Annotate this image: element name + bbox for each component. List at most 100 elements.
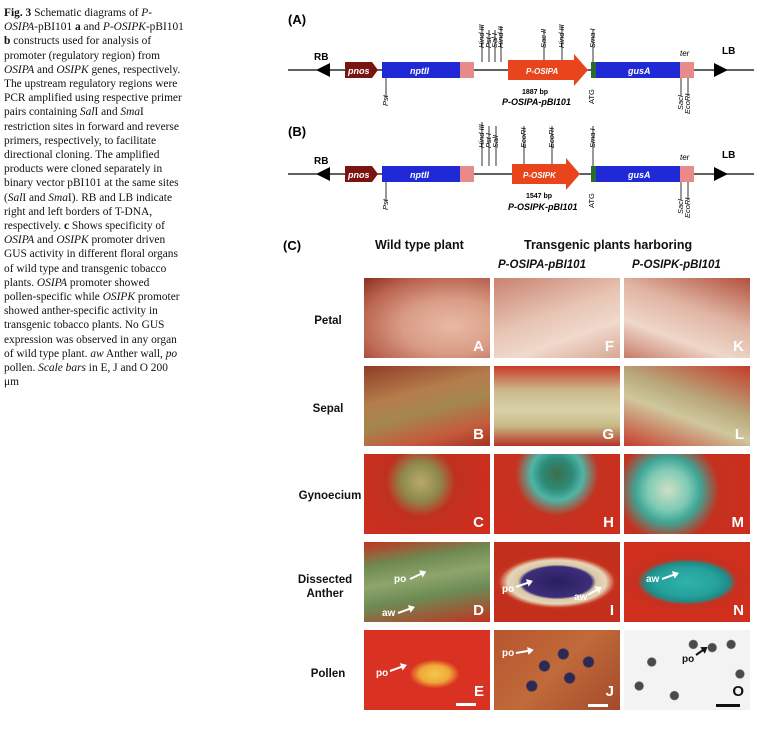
rb-label: RB xyxy=(314,52,328,63)
photo-pollen-osipk: po O xyxy=(624,630,750,710)
caption-italic: OSIPK xyxy=(102,291,135,304)
scale-bar xyxy=(456,703,476,706)
caption-bold: c xyxy=(63,220,70,233)
column-header-osipk: P-OSIPK-pBI101 xyxy=(632,259,721,271)
aw-arrow xyxy=(397,606,414,614)
scale-bar xyxy=(716,704,740,707)
caption-italic: OSIPA xyxy=(4,234,35,247)
caption-text: Shows specificity of xyxy=(69,220,165,233)
pnos-block xyxy=(345,62,378,78)
photo-letter: O xyxy=(732,683,744,700)
po-arrow xyxy=(409,571,425,580)
photo-letter: L xyxy=(734,426,744,443)
lb-label: LB xyxy=(722,150,735,161)
row-label-sepal: Sepal xyxy=(312,403,344,415)
site-label: Hind III xyxy=(557,24,566,48)
photo-anther-osipa: po aw I xyxy=(494,542,620,622)
atg-marker xyxy=(591,62,596,78)
ter-label: ter xyxy=(680,49,690,58)
atg-marker xyxy=(591,166,596,182)
caption-italic: OSIPA xyxy=(4,63,35,76)
caption-text: and xyxy=(34,234,57,247)
po-arrow xyxy=(695,647,707,656)
caption-italic: Sma xyxy=(48,191,68,204)
caption-italic: aw xyxy=(90,347,104,360)
caption-italic: Sal xyxy=(7,191,23,204)
restriction-sites-top: Hind III Pst I Sal I Hind II Sac II Hind… xyxy=(477,24,597,62)
lb-border-marker xyxy=(714,167,728,181)
row-label-gynoecium: Gynoecium xyxy=(298,490,362,502)
caption-text: promoter driven GUS activity in differen… xyxy=(4,234,178,289)
ter-block xyxy=(680,62,694,78)
caption-text: I and xyxy=(94,106,121,119)
row-label-pollen: Pollen xyxy=(310,668,346,680)
site-label: Pst I xyxy=(484,133,493,148)
po-annotation: po xyxy=(502,648,515,659)
transgenic-header: Transgenic plants harboring xyxy=(524,238,693,252)
site-label: Hind III xyxy=(477,24,486,48)
caption-text: I restriction sites in forward and rever… xyxy=(4,106,179,204)
photo-gynoecium-osipa: H xyxy=(494,454,620,534)
site-label: EcoRI xyxy=(547,128,556,148)
photo-letter: C xyxy=(473,514,484,531)
gus-label: gusA xyxy=(627,66,651,76)
rb-label: RB xyxy=(314,156,328,167)
photo-letter: B xyxy=(473,426,484,443)
site-label: SalI xyxy=(491,135,500,148)
promoter-label: P-OSIPK xyxy=(523,171,557,180)
panel-b-label: (B) xyxy=(288,124,306,139)
site-label: Sal I xyxy=(490,33,499,48)
photo-sepal-wild: B xyxy=(364,366,490,446)
po-arrow xyxy=(389,664,406,672)
caption-text: in E, J and O 200 μm xyxy=(4,362,168,389)
caption-italic: OSIPK xyxy=(56,63,89,76)
aw-arrow xyxy=(587,587,601,596)
photo-letter: E xyxy=(473,683,484,700)
caption-text: Schematic diagrams of xyxy=(31,7,142,19)
promoter-arrow xyxy=(512,158,580,190)
po-annotation: po xyxy=(394,574,407,585)
panel-c-label: (C) xyxy=(283,238,302,253)
nptii-terminator xyxy=(460,166,474,182)
po-annotation: po xyxy=(502,584,515,595)
column-header-osipa: P-OSIPA-pBI101 xyxy=(498,259,586,271)
row-label-dissected-anther: Dissected Anther xyxy=(297,574,353,600)
eco-label: EcoRI xyxy=(683,94,692,114)
nptii-block xyxy=(382,62,460,78)
site-label: Sma I xyxy=(588,128,597,148)
aw-annotation: aw xyxy=(574,592,588,603)
caption-text: pollen. xyxy=(4,362,39,375)
panel-a-label: (A) xyxy=(288,12,306,27)
promoter-size: 1887 bp xyxy=(522,89,548,96)
photo-petal-osipa: F xyxy=(494,278,620,358)
photo-letter: M xyxy=(731,514,745,531)
caption-text: -pBI101 xyxy=(34,21,75,34)
site-label: EcoRI xyxy=(519,128,528,148)
promoter-size: 1547 bp xyxy=(526,193,552,200)
photo-letter: D xyxy=(473,602,484,619)
caption-italic: po xyxy=(165,347,178,360)
restriction-sites-top: Hind III Pst I SalI EcoRI EcoRI Sma I xyxy=(477,122,597,166)
caption-text: and xyxy=(80,21,103,34)
lb-label: LB xyxy=(722,46,735,57)
aw-annotation: aw xyxy=(646,574,660,585)
po-annotation: po xyxy=(376,668,389,679)
lb-border-marker xyxy=(714,63,728,77)
wild-type-header: Wild type plant xyxy=(375,238,464,252)
promoter-arrow xyxy=(508,54,588,86)
caption-text: I and xyxy=(22,191,49,204)
scale-bar xyxy=(588,704,608,707)
gus-block xyxy=(596,62,680,78)
photo-petal-wild: A xyxy=(364,278,490,358)
photo-petal-osipk: K xyxy=(624,278,750,358)
photo-letter: N xyxy=(733,602,744,619)
construct-diagram-a: (A) RB pnos nptII P-OSIPA gusA ter LB 18… xyxy=(288,12,754,114)
nptii-label: nptII xyxy=(410,170,429,180)
caption-text: genes, respectively. The upstream regula… xyxy=(4,63,182,119)
aw-arrow xyxy=(661,572,678,580)
construct-diagram-b: (B) RB pnos nptII P-OSIPK gusA ter LB 15… xyxy=(288,122,754,218)
pst-label: Pst xyxy=(381,94,390,106)
caption-text: I). RB and LB indicate right and left bo… xyxy=(4,191,172,233)
photo-letter: J xyxy=(605,683,614,700)
caption-text: constructs used for analysis of promoter… xyxy=(4,35,160,62)
